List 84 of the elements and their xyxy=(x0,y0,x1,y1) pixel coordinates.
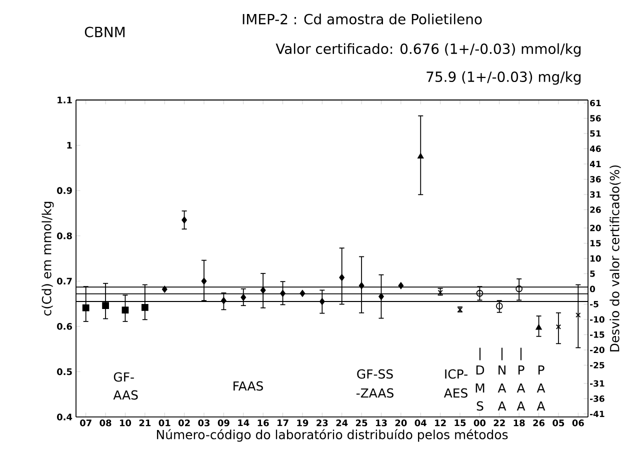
x-tick-label: 04 xyxy=(414,420,426,426)
text: CBNM xyxy=(84,26,125,38)
y2-tick-label: -5 xyxy=(590,301,598,308)
x-tick-label: 16 xyxy=(258,420,269,426)
y-tick-label: 1.1 xyxy=(58,96,72,104)
y-axis-title: c(Cd) em mmol/kg xyxy=(42,202,54,316)
x-tick-label: 00 xyxy=(474,420,486,426)
y-tick-label: 0.6 xyxy=(57,323,72,330)
x-tick-label: 19 xyxy=(297,420,308,426)
x-tick-label: 15 xyxy=(454,420,466,426)
x-tick-label: 10 xyxy=(120,420,132,426)
annotation: A xyxy=(498,401,506,411)
y2-tick-label: 36 xyxy=(590,176,601,182)
x-tick-label: 06 xyxy=(572,420,584,426)
y2-tick-label: -41 xyxy=(590,410,604,418)
y2-tick-label: 26 xyxy=(590,206,601,213)
text: 75.9 (1+/-0.03) mg/kg xyxy=(426,71,581,85)
y2-axis-title: Desvio do valor certificado(%) xyxy=(610,165,621,352)
x-tick-label: 22 xyxy=(494,420,505,426)
y-tick-label: 0.5 xyxy=(57,368,72,376)
x-tick-label: 18 xyxy=(514,420,525,426)
x-tick-label: 25 xyxy=(356,420,368,426)
y-tick-label: 0.8 xyxy=(57,232,72,240)
y2-tick-label: 0 xyxy=(590,286,596,292)
y-tick-label: 0.9 xyxy=(57,187,72,194)
annotation: A xyxy=(536,383,546,393)
x-tick-label: 24 xyxy=(336,420,348,426)
annotation: S xyxy=(476,401,484,411)
annotation: P xyxy=(538,365,544,375)
x-tick-label: 26 xyxy=(533,420,545,426)
y2-tick-label: 31 xyxy=(590,191,601,198)
y2-tick-label: 61 xyxy=(590,100,601,106)
annotation: | xyxy=(501,348,503,360)
y-tick-label: 0.4 xyxy=(57,414,72,420)
y2-tick-label: -20 xyxy=(590,346,604,354)
y2-tick-label: 51 xyxy=(590,130,601,137)
y2-tick-label: -31 xyxy=(590,380,604,387)
x-tick-label: 01 xyxy=(158,420,170,426)
annotation: GF-SS xyxy=(357,369,393,379)
annotation: GF- xyxy=(114,372,134,382)
x-tick-label: 13 xyxy=(376,420,387,426)
chart-title: IMEP-2 : Cd amostra de Polietileno xyxy=(242,14,482,24)
annotation: | xyxy=(479,348,481,360)
x-axis-title: Número-código do laboratório distribuído pelos métodos xyxy=(156,429,508,442)
y2-tick-label: 46 xyxy=(590,146,601,152)
x-tick-label: 23 xyxy=(316,420,328,426)
annotation: A xyxy=(516,401,526,411)
x-tick-label: 21 xyxy=(139,420,151,426)
annotation: -ZAAS xyxy=(356,388,394,398)
annotation: ICP- xyxy=(445,369,468,379)
annotation: N xyxy=(498,365,506,375)
annotation: P xyxy=(518,365,524,375)
y2-tick-label: -25 xyxy=(590,362,604,368)
y2-tick-label: 56 xyxy=(590,115,601,122)
y2-tick-label: -15 xyxy=(590,332,604,338)
y-tick-label: 1 xyxy=(67,142,72,149)
annotation: A xyxy=(536,401,546,411)
x-tick-label: 12 xyxy=(435,420,446,426)
annotation: A xyxy=(516,383,526,393)
y-tick-label: 0.7 xyxy=(57,278,72,285)
x-tick-label: 09 xyxy=(218,420,230,426)
y2-tick-label: 5 xyxy=(590,270,595,277)
x-tick-label: 14 xyxy=(238,420,250,426)
x-tick-label: 02 xyxy=(178,420,190,426)
y2-tick-label: -36 xyxy=(590,396,604,402)
x-tick-label: 08 xyxy=(100,420,112,426)
x-tick-label: 05 xyxy=(552,420,564,426)
y2-tick-label: -10 xyxy=(590,316,604,323)
chart-subtitle: Valor certificado: 0.676 (1+/-0.03) mmol/kg xyxy=(276,43,581,57)
annotation: M xyxy=(476,383,484,393)
annotation: D xyxy=(476,365,484,375)
annotation: A xyxy=(498,383,506,393)
y2-tick-label: 20 xyxy=(590,224,601,232)
y2-tick-label: 10 xyxy=(590,255,601,262)
x-tick-label: 17 xyxy=(278,420,288,426)
x-tick-label: 20 xyxy=(395,420,407,426)
x-tick-label: 07 xyxy=(80,420,92,426)
annotation: AES xyxy=(444,388,468,398)
annotation: | xyxy=(520,348,522,360)
annotation: AAS xyxy=(113,390,138,400)
annotation: FAAS xyxy=(234,381,263,391)
y2-tick-label: 15 xyxy=(590,240,601,246)
y2-tick-label: 41 xyxy=(590,160,601,168)
x-tick-label: 03 xyxy=(198,420,210,426)
